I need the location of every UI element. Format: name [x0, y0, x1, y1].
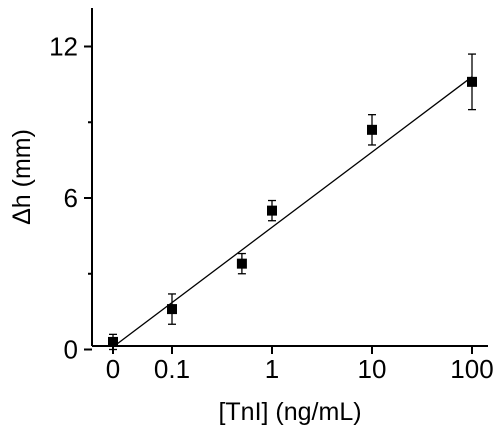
y-tick-label: 12	[49, 32, 78, 62]
square-marker	[108, 336, 118, 347]
data-point	[267, 199, 277, 222]
square-marker	[467, 76, 477, 87]
y-tick-label: 6	[64, 183, 78, 213]
data-points	[108, 53, 477, 351]
data-point	[108, 333, 118, 351]
data-point	[467, 53, 477, 111]
x-tick-label: 0	[106, 354, 120, 384]
x-ticks: 0 0.1 1 10 100	[106, 346, 494, 384]
fit-line	[112, 76, 473, 348]
x-axis-label: [TnI] (ng/mL)	[218, 398, 361, 426]
square-marker	[236, 258, 247, 269]
square-marker	[167, 304, 177, 315]
x-tick-label: 10	[358, 354, 387, 384]
axes	[91, 8, 488, 347]
square-marker	[267, 205, 277, 216]
y-axis-label: Δh (mm)	[8, 129, 36, 225]
x-tick-label: 0.1	[154, 354, 190, 384]
data-point	[167, 293, 177, 325]
y-tick-label: 0	[64, 335, 78, 365]
data-point	[236, 252, 247, 275]
square-marker	[367, 124, 377, 135]
x-tick-label: 100	[450, 354, 493, 384]
y-ticks: 0 6 12	[49, 32, 92, 365]
data-point	[367, 114, 377, 146]
x-tick-label: 1	[265, 354, 279, 384]
